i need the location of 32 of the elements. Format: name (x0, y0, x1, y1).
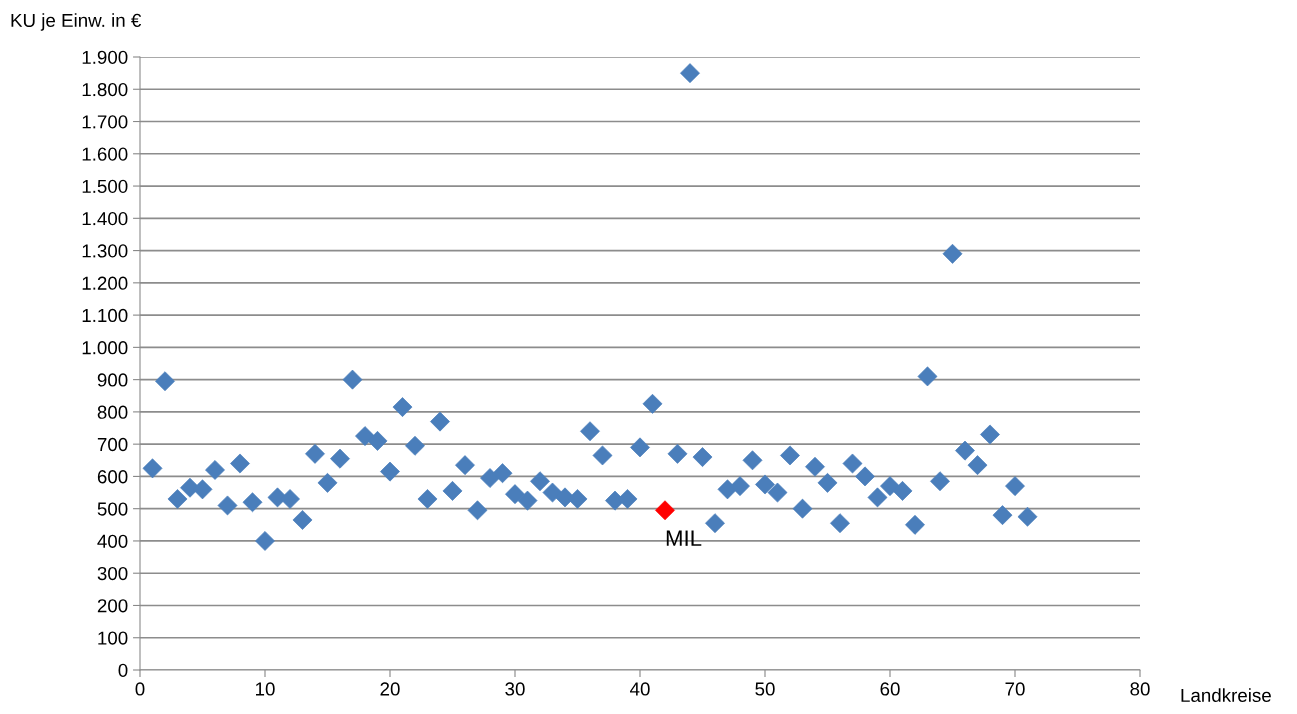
y-tick-label: 800 (97, 405, 128, 419)
y-tick-label: 900 (97, 373, 128, 387)
y-tick-label: 500 (97, 502, 128, 516)
annotation: MIL (666, 530, 702, 546)
y-tick-label: 600 (97, 470, 128, 484)
y-tick-label: 0 (118, 663, 128, 677)
x-tick-label: 10 (256, 682, 275, 696)
y-tick-label: 100 (98, 631, 128, 645)
x-tick-label: 0 (135, 682, 145, 696)
x-tick-label: 70 (1005, 682, 1025, 696)
y-tick-label: 700 (97, 437, 128, 452)
y-tick-label: 1.400 (82, 212, 128, 226)
y-tick-label: 1.300 (82, 244, 128, 258)
x-tick-label: 60 (880, 682, 900, 696)
y-tick-label: 200 (97, 599, 128, 613)
y-tick-label: 1.600 (82, 147, 128, 161)
y-tick-label: 1.100 (82, 308, 128, 323)
y-tick-label: 1.000 (82, 341, 128, 355)
x-tick-label: 50 (755, 682, 775, 696)
y-tick-label: 400 (97, 534, 128, 548)
y-tick-label: 1.900 (82, 50, 128, 64)
x-tick-label: 40 (630, 682, 650, 696)
y-tick-label: 300 (97, 566, 128, 581)
y-tick-label: 1.500 (82, 179, 128, 194)
x-tick-label: 20 (380, 682, 400, 696)
y-tick-label: 1.800 (82, 82, 128, 97)
y-tick-label: 1.700 (82, 115, 128, 129)
y-tick-label: 1.200 (82, 276, 128, 290)
y-axis-title: KU je Einw. in € (11, 13, 142, 31)
x-tick-label: 80 (1130, 682, 1150, 696)
x-tick-label: 30 (505, 682, 525, 696)
x-axis-title: Landkreise (1181, 688, 1271, 703)
